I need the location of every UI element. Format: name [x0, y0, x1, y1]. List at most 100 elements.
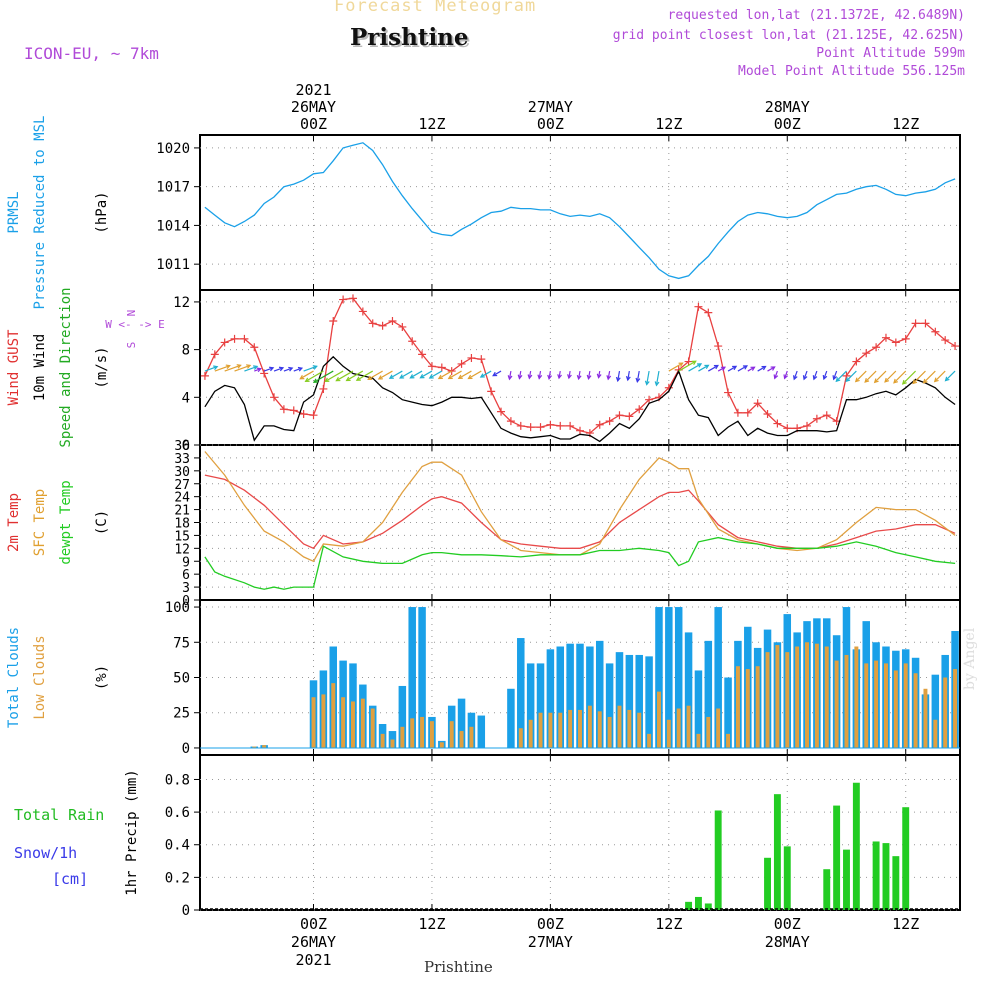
- gust-point: [329, 317, 338, 325]
- gust-point: [477, 355, 486, 364]
- wind-arrow-head: [606, 375, 612, 381]
- gust-point: [773, 419, 782, 428]
- time-label-bottom: 26MAY: [291, 933, 336, 951]
- gust-point: [872, 343, 881, 352]
- y-tick-label: 24: [174, 491, 190, 506]
- wind-arrow: [448, 370, 462, 379]
- y-tick-label: 0.6: [165, 805, 190, 821]
- wind-arrow: [617, 370, 621, 381]
- wind-arrow-head: [792, 375, 798, 381]
- time-label-top: 12Z: [892, 115, 919, 133]
- y-label-0: Total Clouds: [6, 627, 22, 728]
- y-label-0: PRMSL: [6, 191, 22, 233]
- gust-point: [378, 321, 387, 330]
- y-tick-label: 1014: [156, 218, 190, 234]
- wind-arrow-head: [507, 375, 513, 381]
- wind-arrow-head: [720, 366, 726, 371]
- wind-arrow-head: [479, 373, 485, 378]
- low-cloud-bar: [834, 660, 839, 748]
- total-cloud-bar: [665, 607, 673, 748]
- y-label-0: Total Rain: [14, 806, 104, 824]
- wind-arrow: [774, 370, 778, 379]
- wind-arrow-head: [225, 364, 231, 370]
- gust-point: [339, 295, 348, 304]
- gust-point: [457, 359, 466, 368]
- total-cloud-bar: [526, 663, 535, 748]
- gust-point: [625, 412, 634, 421]
- rain-bar: [823, 869, 831, 910]
- wind-arrow-head: [297, 366, 304, 372]
- gust-point: [408, 337, 417, 346]
- low-cloud-bar: [923, 688, 928, 748]
- gust-point: [526, 423, 535, 432]
- time-label-top: 28MAY: [765, 98, 810, 116]
- wind-arrow-head: [596, 373, 602, 379]
- low-cloud-bar: [864, 663, 869, 748]
- wind-arrow: [803, 370, 808, 380]
- gust-point: [319, 384, 328, 393]
- low-cloud-bar: [676, 708, 681, 748]
- y-unit-label: 1hr Precip (mm): [124, 769, 140, 895]
- wind-arrow: [389, 370, 403, 379]
- gust-point: [783, 424, 792, 433]
- wind-arrow-head: [246, 364, 252, 369]
- wind-arrow: [273, 367, 284, 372]
- y-label-1: Snow/1h: [14, 844, 77, 862]
- time-label-bottom: 12Z: [655, 915, 682, 933]
- gust-point: [566, 421, 575, 430]
- wind-arrow: [945, 370, 956, 382]
- time-label-top: 00Z: [300, 115, 327, 133]
- time-label-top: 12Z: [655, 115, 682, 133]
- panel-precip: 0 0.2 0.4 0.6 0.8 Total Rain Snow/1h [cm] 1hr Pr…: [14, 754, 961, 919]
- wind-arrow-head: [783, 374, 789, 380]
- wind-arrow-head: [845, 377, 851, 383]
- wind-arrow: [548, 370, 551, 379]
- y-tick-label: 0: [182, 438, 190, 454]
- y-tick-label: 0.8: [165, 772, 190, 788]
- gust-point: [901, 334, 910, 343]
- wind-arrow: [717, 366, 726, 372]
- low-cloud-bar: [607, 716, 612, 748]
- total-cloud-bar: [605, 663, 614, 748]
- time-label-bottom: 00Z: [537, 915, 564, 933]
- rain-bar: [764, 857, 771, 910]
- y-tick-label: 9: [182, 555, 190, 570]
- wind-arrow-head: [377, 375, 383, 380]
- y-tick-label: 100: [165, 600, 190, 616]
- wind-arrow: [578, 370, 581, 380]
- wind-arrow-head: [253, 365, 259, 370]
- low-cloud-bar: [420, 716, 425, 748]
- time-label-bottom: 28MAY: [765, 933, 810, 951]
- wind-arrow: [668, 362, 683, 372]
- total-cloud-bar: [408, 607, 416, 748]
- low-cloud-bar: [824, 646, 829, 748]
- wind-arrow-head: [492, 371, 498, 377]
- wind-arrow: [429, 370, 443, 379]
- gust-point: [812, 414, 821, 423]
- wind-arrow: [378, 370, 393, 380]
- low-cloud-bar: [311, 697, 316, 748]
- rain-bar: [694, 896, 702, 910]
- wind-arrow: [204, 366, 218, 372]
- wind-arrow: [923, 370, 936, 384]
- wind-arrow: [234, 364, 251, 372]
- low-cloud-bar: [716, 708, 721, 748]
- wind-arrow-head: [547, 374, 553, 380]
- low-cloud-bar: [568, 709, 573, 748]
- total-cloud-bar: [398, 685, 407, 748]
- wind-arrow: [855, 370, 867, 382]
- gust-point: [891, 338, 900, 347]
- time-label-top: 26MAY: [291, 98, 336, 116]
- wind-arrow: [399, 370, 413, 379]
- wind-arrow: [492, 370, 502, 377]
- wind-arrow-head: [419, 373, 425, 379]
- y-tick-label: 0: [182, 594, 190, 609]
- low-cloud-bar: [805, 642, 809, 748]
- gust-point: [250, 343, 259, 352]
- wind-arrow: [636, 370, 640, 382]
- y-tick-label: 75: [173, 635, 190, 651]
- y-tick-label: 1017: [156, 180, 190, 196]
- wind-arrow: [912, 370, 926, 384]
- wind-arrow-head: [213, 365, 219, 371]
